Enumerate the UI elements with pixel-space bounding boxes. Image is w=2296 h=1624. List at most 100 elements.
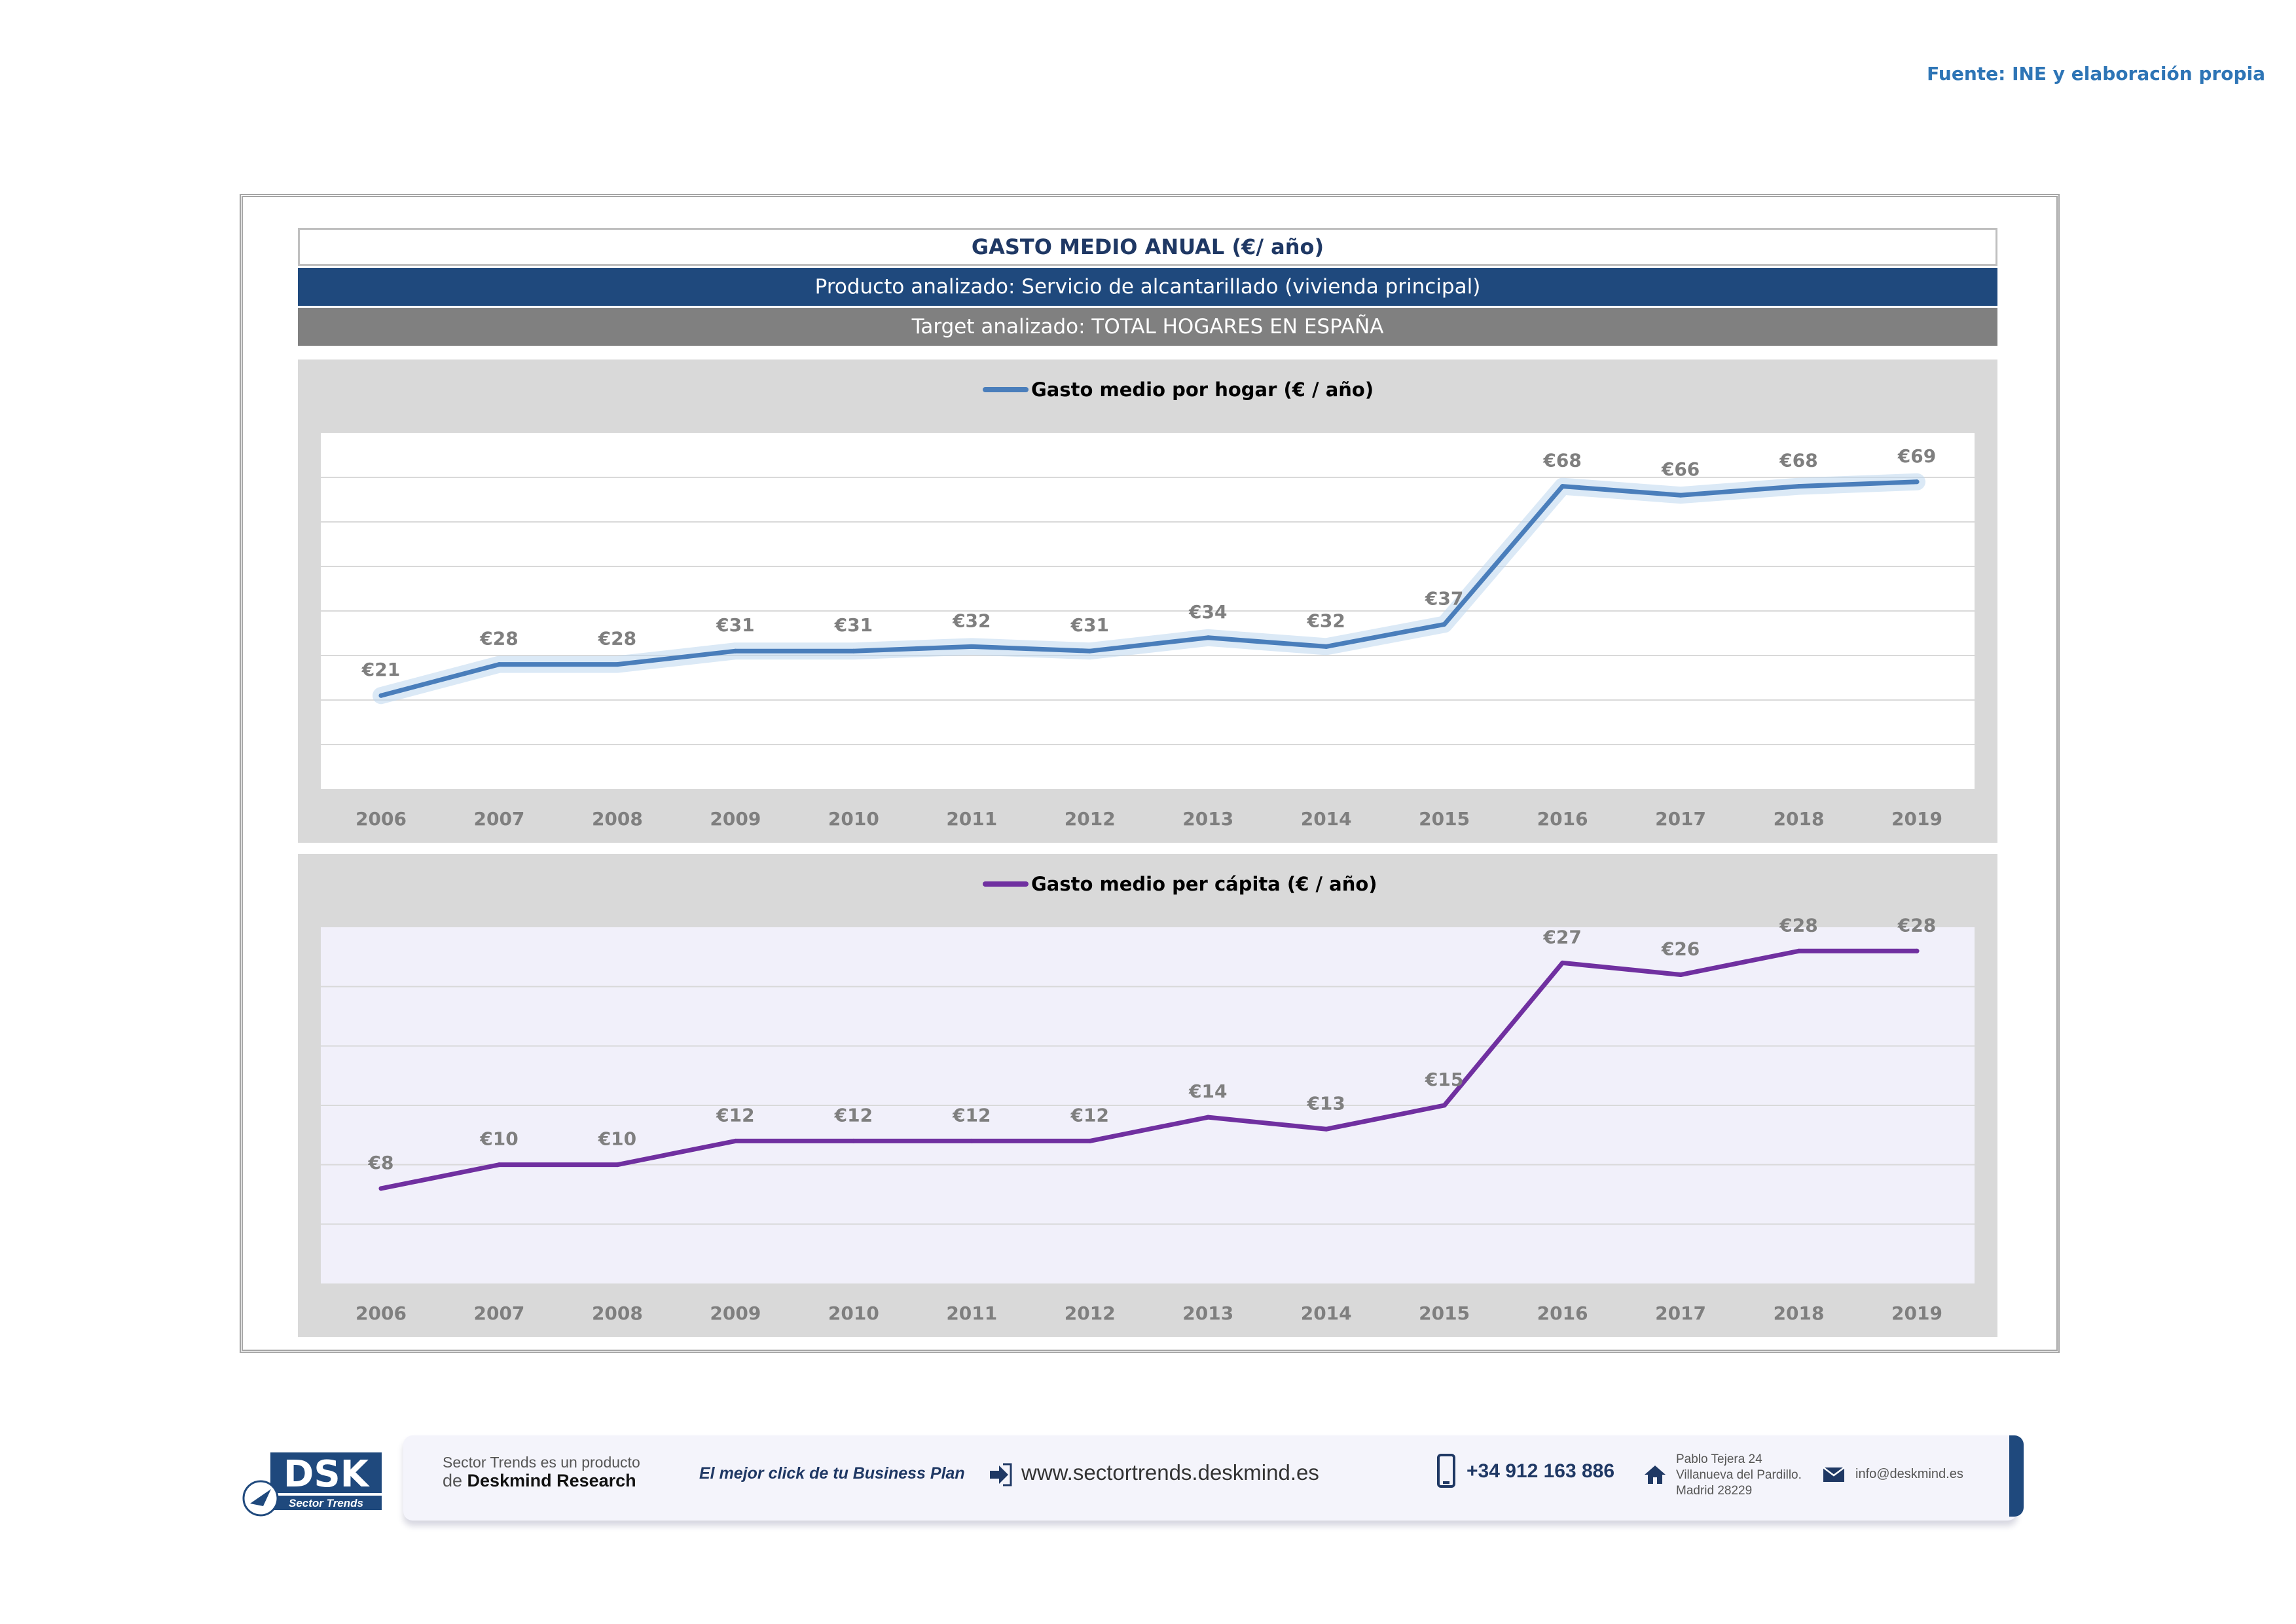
data-label-2007: €28: [479, 628, 518, 650]
data-point-2012: [1087, 648, 1093, 654]
series-line: [378, 479, 1920, 698]
data-point-2008: [615, 1162, 620, 1168]
phone-number: +34 912 163 886: [1467, 1460, 1615, 1482]
data-label-2017: €26: [1661, 938, 1700, 960]
x-tick-2017: 2017: [1655, 808, 1706, 830]
data-point-2008: [615, 662, 620, 667]
address-line-2: Villanueva del Pardillo.: [1676, 1468, 1802, 1482]
series-line: [378, 948, 1920, 1191]
chart-svg: €21 2006 €28 2007 €28 2008 €31 2009 €31 2010 €32 20…: [321, 378, 1975, 830]
data-point-2010: [851, 1138, 856, 1143]
brand-name: Deskmind Research: [467, 1471, 636, 1490]
x-tick-2013: 2013: [1182, 808, 1233, 830]
data-point-2016: [1560, 960, 1565, 965]
chart-hogar: €21 2006 €28 2007 €28 2008 €31 2009 €31 2010 €32 20…: [298, 360, 1997, 843]
data-point-2011: [969, 1138, 974, 1143]
x-tick-2015: 2015: [1419, 1302, 1470, 1324]
x-tick-2019: 2019: [1891, 808, 1942, 830]
x-tick-2015: 2015: [1419, 808, 1470, 830]
email-link[interactable]: info@deskmind.es: [1855, 1467, 1963, 1481]
x-tick-2014: 2014: [1301, 1302, 1352, 1324]
product-banner: Producto analizado: Servicio de alcantar…: [298, 268, 1997, 306]
data-point-2019: [1914, 479, 1920, 485]
x-tick-2019: 2019: [1891, 1302, 1942, 1324]
data-point-2014: [1324, 644, 1329, 649]
data-label-2019: €28: [1897, 914, 1936, 936]
data-label-2016: €68: [1542, 450, 1581, 471]
data-label-2009: €31: [716, 614, 754, 636]
dsk-logo: DSK Sector Trends: [242, 1452, 382, 1517]
product-line-2-prefix: de: [443, 1471, 467, 1490]
data-point-2009: [733, 1138, 738, 1143]
data-point-2006: [378, 693, 384, 698]
product-line-1: Sector Trends es un producto: [443, 1454, 640, 1471]
data-label-2014: €13: [1306, 1092, 1345, 1114]
slogan: El mejor click de tu Business Plan: [699, 1464, 965, 1483]
footer-edge: [2009, 1435, 2024, 1517]
report-title: GASTO MEDIO ANUAL (€/ año): [298, 228, 1997, 266]
x-tick-2010: 2010: [828, 1302, 879, 1324]
data-label-2011: €32: [952, 610, 991, 631]
data-label-2012: €12: [1070, 1104, 1109, 1126]
logo-text: DSK: [283, 1453, 371, 1496]
x-tick-2013: 2013: [1182, 1302, 1233, 1324]
footer-bar: Sector Trends es un producto de Deskmind…: [403, 1435, 2024, 1521]
source-note: Fuente: INE y elaboración propia: [1927, 63, 2265, 84]
data-point-2009: [733, 648, 738, 654]
data-label-2011: €12: [952, 1104, 991, 1126]
data-label-2016: €27: [1542, 926, 1581, 948]
x-tick-2011: 2011: [946, 1302, 997, 1324]
data-point-2018: [1796, 484, 1802, 489]
x-tick-2018: 2018: [1774, 808, 1825, 830]
data-label-2009: €12: [716, 1104, 754, 1126]
x-tick-2011: 2011: [946, 808, 997, 830]
data-point-2007: [496, 1162, 501, 1168]
data-point-2007: [496, 662, 501, 667]
phone-icon: [1437, 1454, 1455, 1488]
data-point-2010: [851, 648, 856, 654]
x-tick-2014: 2014: [1301, 808, 1352, 830]
data-point-2012: [1087, 1138, 1093, 1143]
data-label-2013: €34: [1188, 601, 1227, 623]
product-line-2: de Deskmind Research: [443, 1471, 636, 1491]
data-label-2008: €10: [598, 1128, 636, 1150]
data-label-2006: €21: [361, 659, 400, 680]
chart-svg: €8 2006 €10 2007 €10 2008 €12 2009 €12 2010 €12 201…: [321, 873, 1975, 1324]
data-point-2016: [1560, 484, 1565, 489]
legend-label: Gasto medio per cápita (€ / año): [1031, 873, 1377, 895]
data-point-2018: [1796, 948, 1802, 953]
x-tick-2008: 2008: [592, 1302, 643, 1324]
login-arrow-icon: [990, 1463, 1012, 1486]
target-banner: Target analizado: TOTAL HOGARES EN ESPAÑ…: [298, 308, 1997, 346]
data-point-2015: [1442, 1103, 1447, 1108]
chart-per-capita: €8 2006 €10 2007 €10 2008 €12 2009 €12 2010 €12 201…: [298, 854, 1997, 1337]
x-tick-2009: 2009: [710, 808, 761, 830]
data-point-2017: [1678, 972, 1683, 978]
x-tick-2007: 2007: [473, 1302, 524, 1324]
data-label-2010: €31: [834, 614, 873, 636]
data-label-2018: €28: [1779, 914, 1817, 936]
data-label-2015: €15: [1425, 1069, 1463, 1090]
data-label-2006: €8: [368, 1152, 394, 1173]
legend-label: Gasto medio por hogar (€ / año): [1031, 378, 1374, 401]
data-point-2017: [1678, 492, 1683, 498]
x-tick-2012: 2012: [1065, 1302, 1116, 1324]
x-tick-2016: 2016: [1537, 808, 1588, 830]
data-label-2010: €12: [834, 1104, 873, 1126]
x-tick-2007: 2007: [473, 808, 524, 830]
data-point-2011: [969, 644, 974, 649]
data-label-2008: €28: [598, 628, 636, 650]
data-point-2014: [1324, 1126, 1329, 1132]
website-link[interactable]: www.sectortrends.deskmind.es: [1021, 1460, 1319, 1485]
home-icon: [1645, 1466, 1666, 1484]
x-tick-2010: 2010: [828, 808, 879, 830]
data-label-2014: €32: [1306, 610, 1345, 631]
data-label-2015: €37: [1425, 587, 1463, 609]
data-point-2013: [1205, 1115, 1211, 1120]
data-point-2019: [1914, 948, 1920, 953]
data-point-2013: [1205, 635, 1211, 640]
data-label-2013: €14: [1188, 1080, 1227, 1102]
x-tick-2008: 2008: [592, 808, 643, 830]
data-label-2019: €69: [1897, 445, 1936, 467]
data-point-2006: [378, 1186, 384, 1191]
